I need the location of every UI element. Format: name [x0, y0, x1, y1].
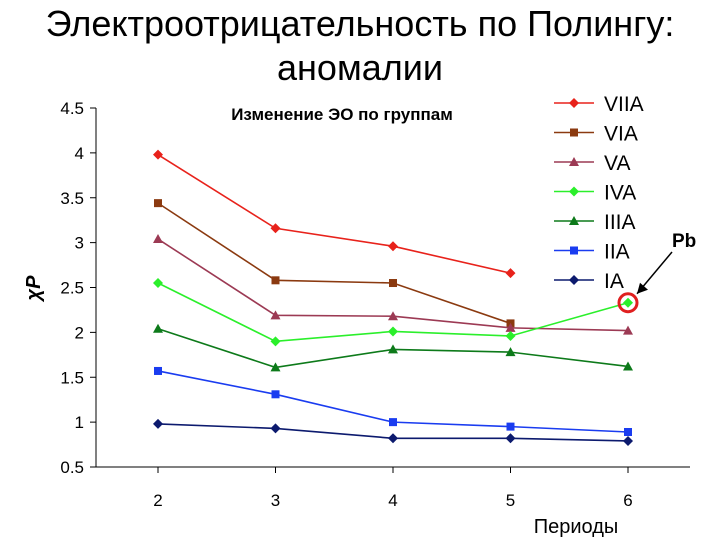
data-point-via: [154, 199, 162, 208]
y-tick-label: 1: [75, 413, 84, 432]
data-point-viia: [505, 268, 516, 279]
y-tick-label: 3: [75, 234, 84, 253]
y-tick-label: 1.5: [60, 368, 84, 387]
data-point-iiia: [505, 347, 516, 357]
data-point-iia: [271, 390, 280, 399]
data-point-va: [623, 325, 633, 335]
annotation-label: Pb: [672, 231, 696, 252]
y-tick-label: 0.5: [60, 458, 84, 477]
data-point-va: [505, 322, 516, 332]
data-point-iva: [153, 278, 163, 289]
data-point-iia: [154, 366, 162, 375]
data-point-iiia: [270, 362, 281, 372]
legend-marker-iia: [570, 246, 578, 255]
x-tick-label: 5: [506, 491, 515, 510]
legend-label-iva: IVA: [604, 182, 636, 205]
legend-marker-va: [569, 157, 579, 166]
annotation-arrow-head: [637, 282, 648, 294]
x-tick-label: 6: [623, 491, 632, 510]
data-point-iva: [270, 336, 281, 347]
data-point-iiia: [623, 361, 633, 371]
y-tick-label: 3.5: [60, 189, 84, 208]
x-tick-label: 4: [388, 491, 397, 510]
legend-marker-iiia: [569, 216, 579, 225]
data-point-va: [153, 234, 163, 244]
data-point-via: [271, 276, 280, 285]
annotation-circle: [617, 292, 639, 314]
x-tick-label: 2: [153, 491, 162, 510]
series-line-viia: [157, 153, 511, 274]
legend-label-viia: VIIA: [604, 93, 644, 116]
y-tick-label: 4: [75, 144, 84, 163]
legend-label-va: VA: [604, 152, 630, 175]
data-point-ia: [270, 423, 281, 434]
data-point-viia: [270, 223, 281, 234]
legend-label-via: VIA: [604, 123, 638, 146]
y-axis-title: χP: [23, 275, 45, 303]
data-point-iva: [505, 330, 516, 341]
legend-marker-ia: [569, 275, 579, 285]
y-tick-label: 4.5: [60, 99, 84, 118]
data-point-va: [270, 310, 281, 320]
series-line-via: [157, 202, 511, 325]
data-point-iva: [388, 326, 398, 337]
data-point-iiia: [153, 323, 163, 333]
data-point-iia: [624, 427, 632, 436]
data-point-iiia: [388, 344, 398, 354]
data-point-ia: [505, 433, 516, 444]
x-axis-title: Периоды: [534, 516, 619, 538]
data-point-iva: [623, 297, 633, 308]
data-point-va: [388, 311, 398, 321]
slide-title-line-1: Электроотрицательность по Полингу:: [45, 3, 675, 44]
data-point-ia: [153, 418, 163, 429]
legend-label-ia: IA: [604, 270, 624, 293]
y-tick-label: 2: [75, 323, 84, 342]
data-point-via: [389, 279, 397, 288]
data-point-viia: [388, 241, 398, 252]
chart-title: Изменение ЭО по группам: [231, 105, 453, 124]
data-point-ia: [623, 435, 633, 446]
y-tick-label: 2.5: [60, 279, 84, 298]
legend-marker-viia: [569, 98, 579, 108]
legend-marker-via: [570, 128, 578, 137]
data-point-viia: [153, 149, 163, 160]
data-point-iia: [506, 422, 515, 431]
data-point-ia: [388, 433, 398, 444]
data-point-iia: [389, 418, 397, 427]
legend-marker-iva: [569, 186, 579, 197]
legend-label-iia: IIA: [604, 241, 630, 264]
x-tick-label: 3: [271, 491, 280, 510]
legend-label-iiia: IIIA: [604, 211, 636, 234]
slide-title: Электроотрицательность по Полингу: анома…: [0, 2, 720, 90]
slide-title-line-2: аномалии: [277, 47, 443, 88]
